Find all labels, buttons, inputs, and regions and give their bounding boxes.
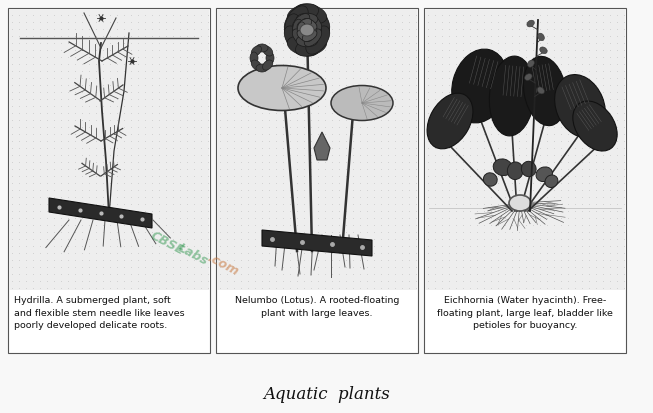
Ellipse shape <box>295 4 326 24</box>
Bar <box>216 8 418 353</box>
Polygon shape <box>49 198 152 228</box>
Bar <box>8 8 210 353</box>
Ellipse shape <box>489 56 535 136</box>
Text: Nelumbo (Lotus). A rooted-floating
plant with large leaves.: Nelumbo (Lotus). A rooted-floating plant… <box>235 296 399 318</box>
Ellipse shape <box>306 6 330 34</box>
Ellipse shape <box>304 29 322 46</box>
Ellipse shape <box>306 26 330 54</box>
Ellipse shape <box>287 36 319 56</box>
Ellipse shape <box>554 75 605 138</box>
Ellipse shape <box>545 175 558 188</box>
Ellipse shape <box>263 46 273 56</box>
Polygon shape <box>262 230 372 256</box>
Ellipse shape <box>524 56 567 126</box>
Ellipse shape <box>297 30 311 41</box>
Ellipse shape <box>573 101 617 151</box>
Text: Aquatic  plants: Aquatic plants <box>263 386 390 403</box>
Text: Labs: Labs <box>175 241 210 268</box>
Ellipse shape <box>310 19 321 41</box>
Ellipse shape <box>266 52 274 64</box>
Ellipse shape <box>302 19 317 30</box>
Ellipse shape <box>302 30 317 41</box>
Ellipse shape <box>537 33 545 40</box>
Ellipse shape <box>296 35 318 47</box>
Ellipse shape <box>311 14 329 46</box>
Ellipse shape <box>452 49 508 123</box>
Ellipse shape <box>483 173 497 186</box>
Ellipse shape <box>493 159 513 176</box>
Ellipse shape <box>296 13 318 25</box>
Ellipse shape <box>527 20 534 27</box>
Ellipse shape <box>528 60 534 67</box>
Ellipse shape <box>256 64 268 72</box>
Ellipse shape <box>304 14 322 31</box>
Polygon shape <box>314 132 330 160</box>
Ellipse shape <box>284 26 308 54</box>
Ellipse shape <box>297 22 306 38</box>
Ellipse shape <box>295 36 326 56</box>
Ellipse shape <box>284 6 308 34</box>
Ellipse shape <box>524 74 532 81</box>
Ellipse shape <box>256 44 268 52</box>
Ellipse shape <box>285 14 303 46</box>
Text: .com: .com <box>205 251 241 278</box>
Ellipse shape <box>238 66 326 111</box>
Bar <box>9 9 209 290</box>
Ellipse shape <box>251 46 261 56</box>
Ellipse shape <box>509 195 531 211</box>
Bar <box>217 9 417 290</box>
Ellipse shape <box>293 19 304 41</box>
Ellipse shape <box>300 24 314 36</box>
Ellipse shape <box>331 85 393 121</box>
Ellipse shape <box>427 93 473 149</box>
Ellipse shape <box>287 4 319 24</box>
Ellipse shape <box>263 60 273 70</box>
Ellipse shape <box>250 52 258 64</box>
Bar <box>425 9 625 290</box>
Ellipse shape <box>540 47 547 54</box>
Bar <box>424 8 626 353</box>
Text: CBSE: CBSE <box>148 230 186 258</box>
Text: Eichhornia (Water hyacinth). Free-
floating plant, large leaf, bladder like
peti: Eichhornia (Water hyacinth). Free- float… <box>437 296 613 330</box>
Ellipse shape <box>251 60 261 70</box>
Ellipse shape <box>293 14 310 31</box>
Ellipse shape <box>293 29 310 46</box>
Ellipse shape <box>507 162 523 180</box>
Ellipse shape <box>537 87 545 94</box>
Ellipse shape <box>297 19 311 30</box>
Text: Hydrilla. A submerged plant, soft
and flexible stem needle like leaves
poorly de: Hydrilla. A submerged plant, soft and fl… <box>14 296 185 330</box>
Ellipse shape <box>308 22 317 38</box>
Ellipse shape <box>536 167 552 182</box>
Ellipse shape <box>521 161 536 177</box>
